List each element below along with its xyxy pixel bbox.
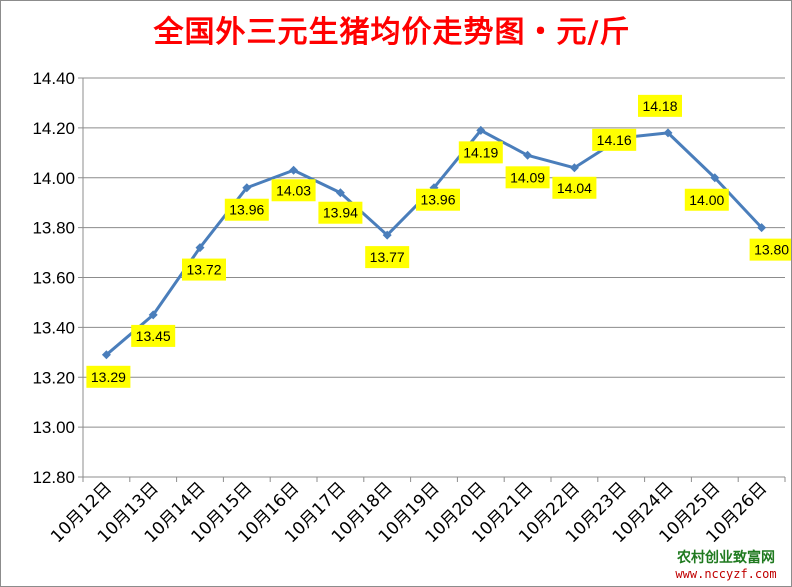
watermark: 农村创业致富网 www.nccyzf.com [667,550,785,584]
data-label: 14.09 [510,169,545,185]
data-label: 13.45 [136,328,171,344]
y-tick-label: 14.40 [32,69,75,88]
data-point [663,128,673,138]
data-point [382,230,392,240]
data-point [569,163,579,173]
data-label: 13.77 [370,249,405,265]
data-point [523,150,533,160]
y-tick-label: 13.40 [32,318,75,337]
data-label-box [86,365,131,388]
data-label-box [224,198,269,221]
data-point [335,188,345,198]
watermark-site-name: 农村创业致富网 [677,550,775,566]
data-label: 14.00 [689,192,724,208]
data-label: 14.18 [642,98,677,114]
y-tick-label: 13.20 [32,368,75,387]
y-tick-label: 14.00 [32,169,75,188]
chart-title: 全国外三元生猪均价走势图・元/斤 [153,15,631,50]
data-point [195,243,205,253]
data-label-box [684,188,729,211]
data-label-box [592,128,637,151]
data-label-box [749,238,791,261]
data-point [710,173,720,183]
data-point [148,310,158,320]
data-point [757,223,767,233]
data-label-box [318,201,363,224]
data-label-box [271,179,316,202]
watermark-url: www.nccyzf.com [675,567,777,581]
data-label: 13.29 [91,369,126,385]
data-point [289,165,299,175]
data-label-box [131,324,176,347]
y-tick-label: 13.60 [32,269,75,288]
data-label: 14.03 [276,182,311,198]
data-label-box [552,176,597,199]
data-label: 14.16 [597,132,632,148]
data-label: 14.19 [463,144,498,160]
series-line [105,128,763,356]
data-point [101,350,111,360]
data-label-box [458,141,503,164]
data-label: 13.94 [323,205,358,221]
data-label-box [365,246,410,269]
data-label-box [182,258,226,281]
data-label: 13.72 [186,262,221,278]
data-label-box [416,188,460,211]
y-tick-label: 13.80 [32,219,75,238]
data-label-box [638,94,682,117]
data-point [242,183,252,193]
data-label: 13.96 [420,192,455,208]
y-tick-label: 13.00 [32,418,75,437]
y-tick-label: 14.20 [32,119,75,138]
data-label-box [505,166,550,189]
y-tick-label: 12.80 [32,468,75,487]
data-label: 14.04 [557,180,592,196]
data-label: 13.80 [754,242,789,258]
data-label: 13.96 [229,202,264,218]
